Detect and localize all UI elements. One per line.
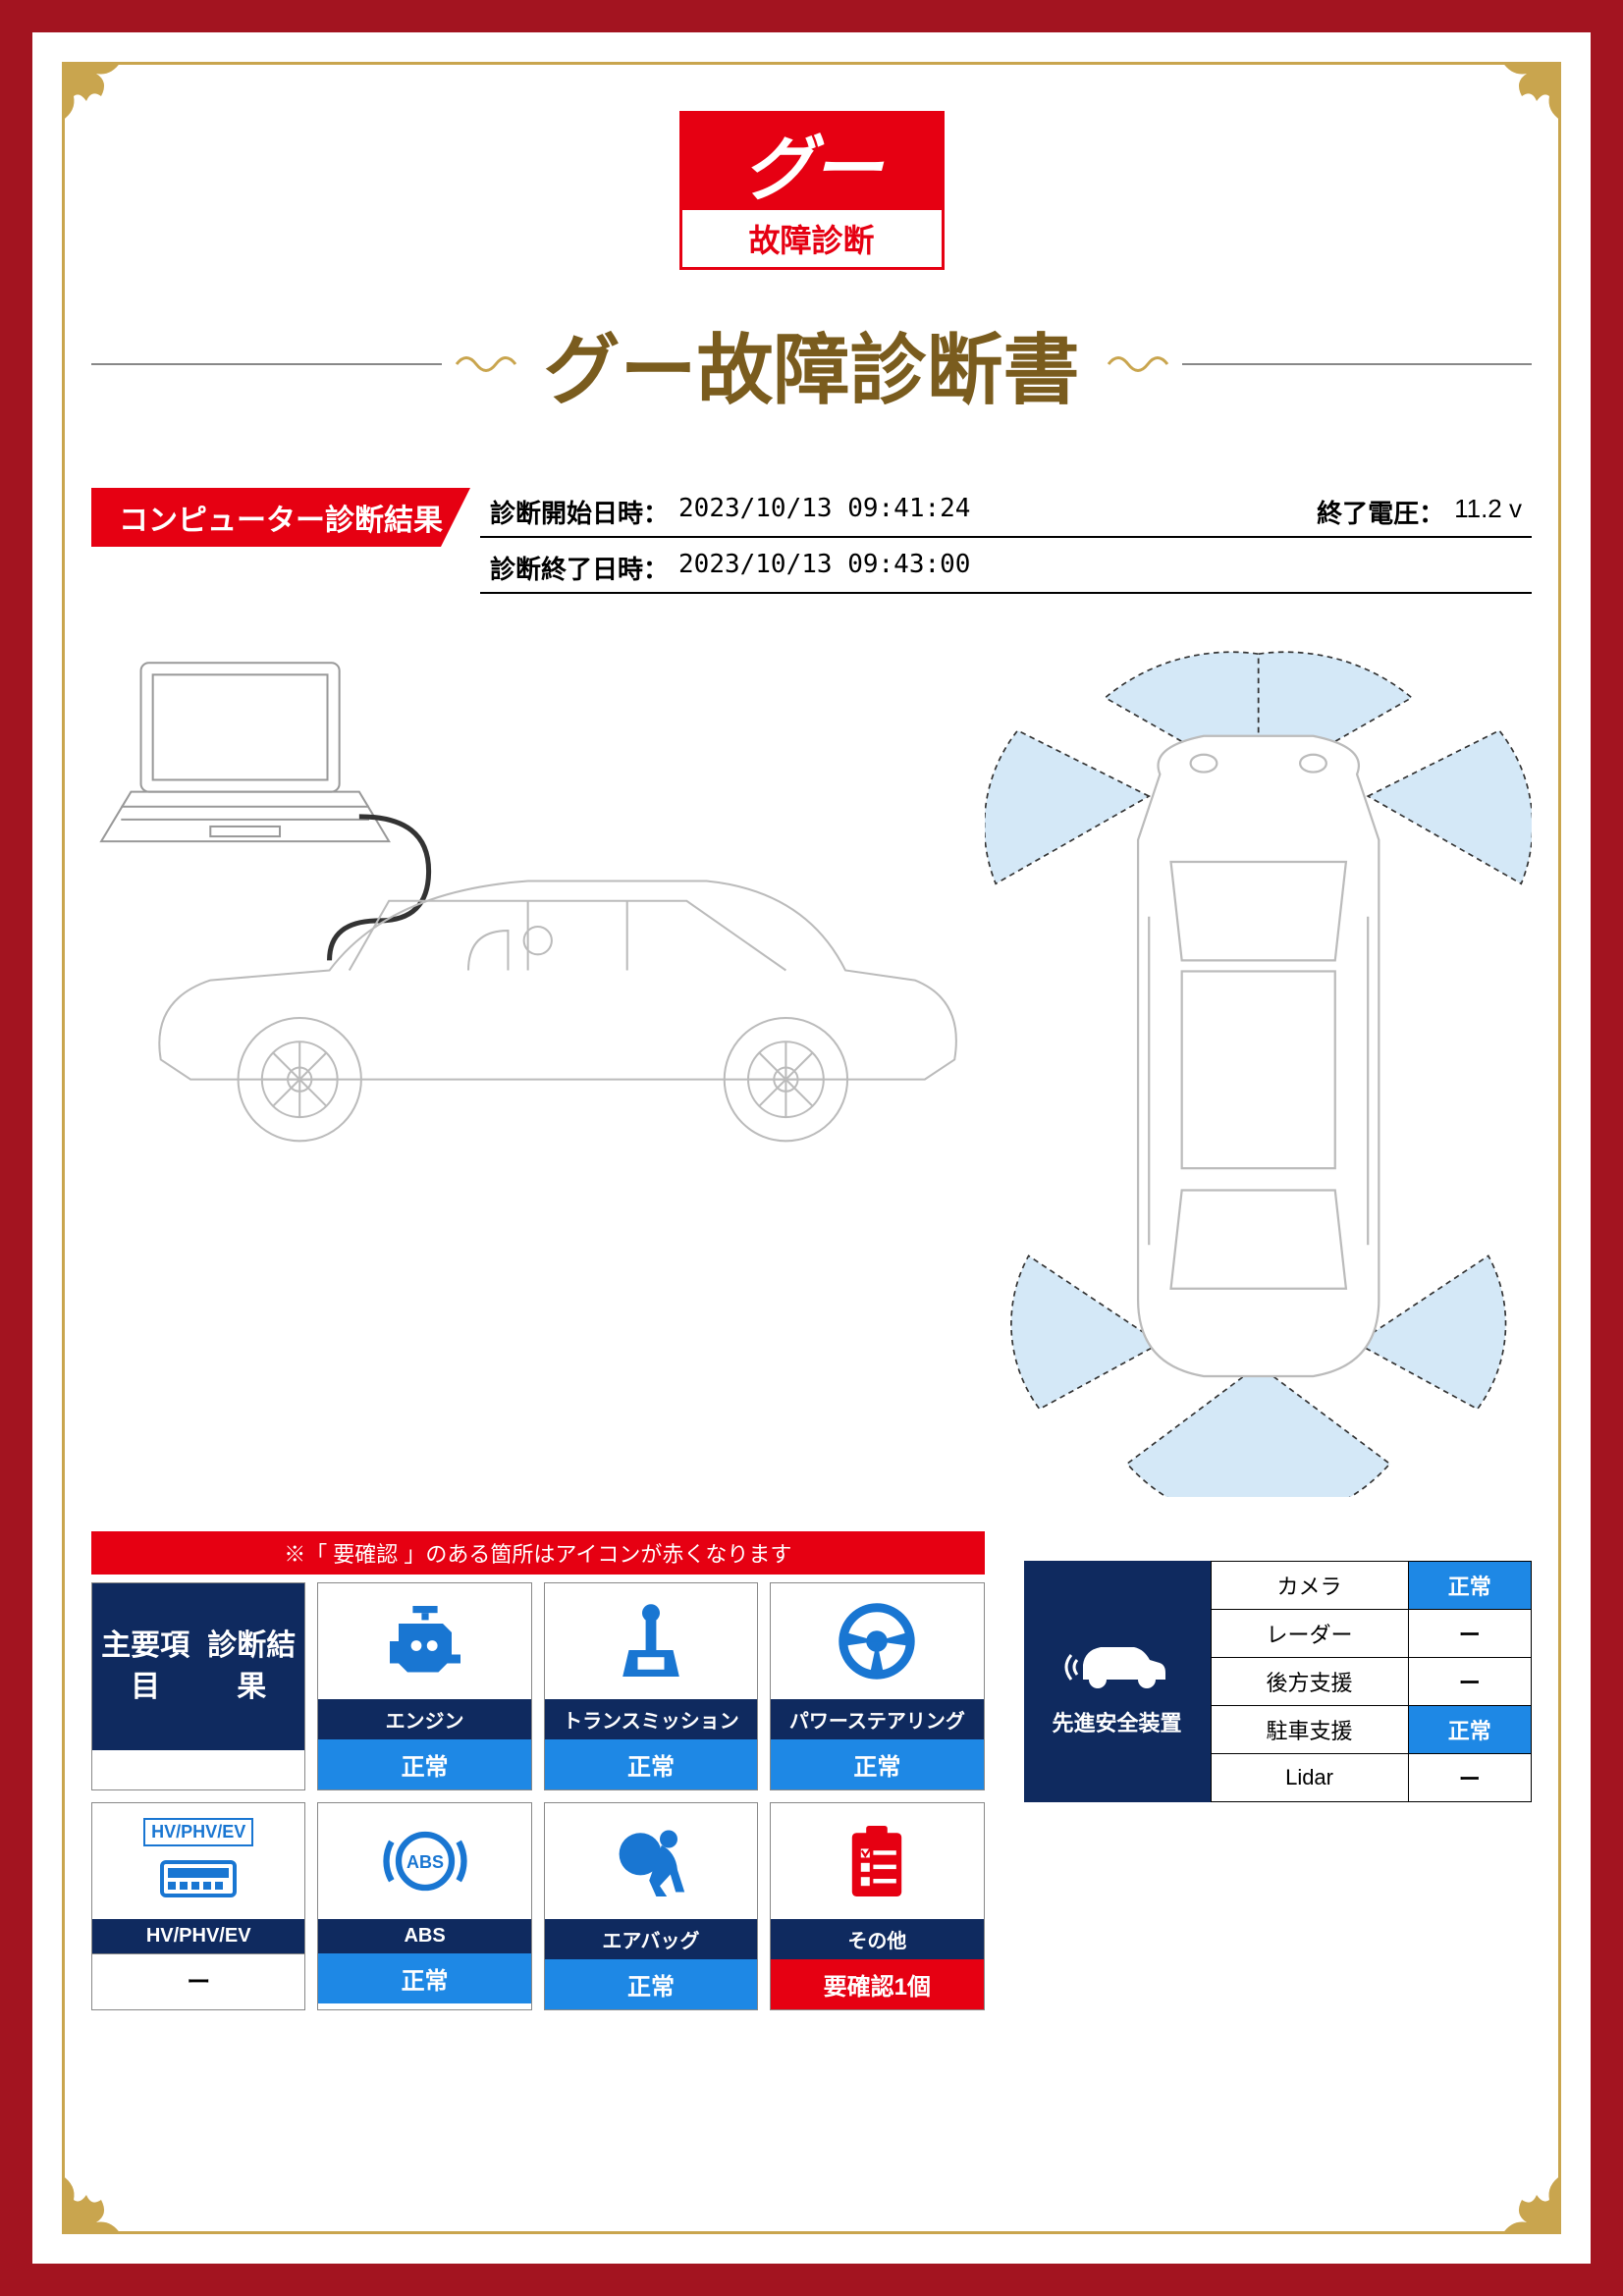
voltage-label: 終了電圧： — [1317, 494, 1444, 530]
card-name: その他 — [771, 1919, 983, 1959]
sensor-name: 駐車支援 — [1211, 1705, 1408, 1753]
header-card-label: 主要項目診断結果 — [92, 1583, 304, 1750]
car-top-diagram — [985, 643, 1532, 1502]
hv-icon: HV/PHV/EV — [92, 1803, 304, 1919]
card-name: エアバッグ — [545, 1919, 757, 1959]
end-time-value: 2023/10/13 09:43:00 — [678, 550, 970, 586]
sensor-name: カメラ — [1211, 1561, 1408, 1609]
result-card: HV/PHV/EV HV/PHV/EV ー — [91, 1802, 305, 2010]
abs-icon: ABS — [318, 1803, 530, 1919]
card-name: HV/PHV/EV — [92, 1919, 304, 1953]
document-title: グー故障診断書 — [544, 309, 1080, 419]
clipboard-icon — [771, 1803, 983, 1919]
sensor-status: 正常 — [1408, 1561, 1531, 1609]
card-status: 要確認1個 — [771, 1959, 983, 2009]
result-card: その他 要確認1個 — [770, 1802, 984, 2010]
card-status: 正常 — [318, 1953, 530, 2003]
card-status: 正常 — [545, 1739, 757, 1789]
svg-text:ABS: ABS — [406, 1852, 444, 1872]
voltage-value: 11.2 v — [1454, 494, 1522, 530]
sensor-row: 駐車支援 正常 — [1211, 1705, 1531, 1753]
document-title-row: グー故障診断書 — [91, 309, 1532, 419]
sensor-row: 後方支援 ー — [1211, 1657, 1531, 1705]
sensor-row: カメラ 正常 — [1211, 1561, 1531, 1609]
card-name: ABS — [318, 1919, 530, 1953]
result-card: パワーステアリング 正常 — [770, 1582, 984, 1790]
transmission-icon — [545, 1583, 757, 1699]
header-card: 主要項目診断結果 — [91, 1582, 305, 1790]
section-label: コンピューター診断結果 — [91, 488, 470, 547]
card-status: ー — [92, 1953, 304, 2004]
start-time-value: 2023/10/13 09:41:24 — [678, 494, 970, 530]
car-sensor-icon — [1063, 1626, 1171, 1694]
card-name: パワーステアリング — [771, 1699, 983, 1739]
sensor-name: 後方支援 — [1211, 1657, 1408, 1705]
sensor-status: ー — [1408, 1753, 1531, 1801]
logo-brand-text: グー — [682, 114, 942, 210]
sensor-status: ー — [1408, 1609, 1531, 1657]
sensor-row: レーダー ー — [1211, 1609, 1531, 1657]
result-card: エアバッグ 正常 — [544, 1802, 758, 2010]
logo-sub-text: 故障診断 — [682, 210, 942, 267]
brand-logo: グー 故障診断 — [679, 111, 945, 270]
warning-note: ※「 要確認 」のある箇所はアイコンが赤くなります — [91, 1531, 985, 1575]
end-time-label: 診断終了日時： — [490, 550, 669, 586]
result-card: トランスミッション 正常 — [544, 1582, 758, 1790]
sensor-name: レーダー — [1211, 1609, 1408, 1657]
card-status: 正常 — [771, 1739, 983, 1789]
engine-icon — [318, 1583, 530, 1699]
sensor-status: 正常 — [1408, 1705, 1531, 1753]
car-side-diagram — [91, 643, 985, 1502]
card-name: トランスミッション — [545, 1699, 757, 1739]
title-ornament — [1104, 349, 1172, 379]
start-time-label: 診断開始日時： — [490, 494, 669, 530]
card-name: エンジン — [318, 1699, 530, 1739]
airbag-icon — [545, 1803, 757, 1919]
sensor-header-label: 先進安全装置 — [1053, 1706, 1182, 1737]
steering-icon — [771, 1583, 983, 1699]
result-card: エンジン 正常 — [317, 1582, 531, 1790]
card-status: 正常 — [545, 1959, 757, 2009]
card-status: 正常 — [318, 1739, 530, 1789]
title-ornament — [452, 349, 520, 379]
sensor-row: Lidar ー — [1211, 1753, 1531, 1801]
sensor-name: Lidar — [1211, 1753, 1408, 1801]
sensor-status: ー — [1408, 1657, 1531, 1705]
result-card: ABS ABS 正常 — [317, 1802, 531, 2010]
sensor-table: 先進安全装置 カメラ 正常 レーダー ー 後方支援 ー 駐車支援 正常 Lida… — [1024, 1561, 1532, 1802]
